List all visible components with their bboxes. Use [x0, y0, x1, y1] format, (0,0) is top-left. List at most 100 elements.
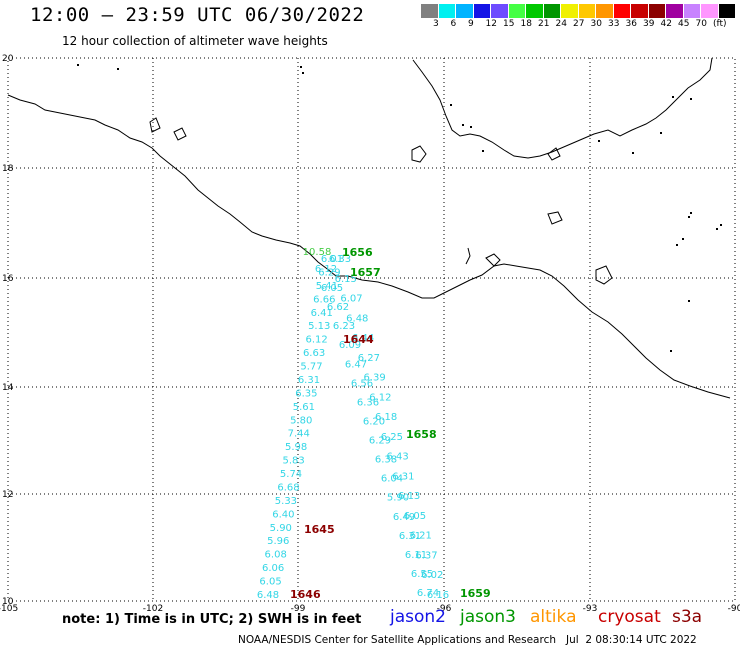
legend-label: 36 — [625, 19, 637, 29]
map-subtitle: 12 hour collection of altimeter wave hei… — [62, 34, 328, 48]
wave-height-value: 6.20 — [363, 416, 385, 427]
coastal-island-dots — [77, 64, 722, 352]
wave-height-value: 5.98 — [285, 442, 307, 453]
wave-height-value: 6.25 — [381, 432, 403, 443]
legend-label: 15 — [503, 19, 515, 29]
wave-height-value: 5.61 — [293, 402, 315, 413]
longitude-label: -105 — [0, 604, 18, 614]
longitude-label: -96 — [437, 604, 452, 614]
wave-height-value: 6.02 — [421, 570, 443, 581]
wave-height-value: 6.01 — [321, 254, 343, 265]
islet-dot — [676, 244, 678, 246]
latitude-label: 16 — [2, 274, 14, 284]
legend-label: 39 — [643, 19, 655, 29]
legend-swatch — [701, 4, 719, 18]
legend-swatch — [543, 4, 561, 18]
lake-outline-2 — [485, 253, 501, 267]
legend-label: 21 — [538, 19, 550, 29]
pass-time-label: 1656 — [342, 246, 373, 259]
wave-height-value: 6.63 — [303, 348, 325, 359]
wave-height-value: 6.15 — [335, 274, 357, 285]
legend-swatch — [648, 4, 666, 18]
legend-label: 33 — [608, 19, 620, 29]
islet-dot — [77, 64, 79, 66]
wave-height-value: 5.83 — [282, 456, 304, 467]
islet-dot — [482, 150, 484, 152]
legend-label: 27 — [573, 19, 585, 29]
pass-time-label: 1657 — [350, 266, 381, 279]
longitude-label: -93 — [583, 604, 598, 614]
latitude-label: 12 — [2, 490, 13, 500]
islet-dot — [302, 72, 304, 74]
wave-height-value: 6.56 — [351, 378, 373, 389]
island-outline-1 — [173, 127, 187, 141]
coastline — [7, 57, 731, 399]
satellite-tracks: 6.48 6.05 6.06 6.08 5.96 5.90 6.40 5.33 6.68 5.74… — [257, 247, 449, 601]
legend-swatch — [438, 4, 456, 18]
wave-height-value: 5.33 — [275, 496, 297, 507]
wave-height-value: 6.68 — [277, 482, 299, 493]
islet-dot — [690, 98, 692, 100]
legend-labels: 3 6 9 12 15 18 21 24 27 30 33 36 39 42 45 70 (ft) — [421, 18, 740, 32]
wave-height-value: 6.09 — [339, 340, 361, 351]
footer-credit: NOAA/NESDIS Center for Satellite Applica… — [238, 634, 697, 646]
legend-label: 18 — [520, 19, 532, 29]
islet-dot — [450, 104, 452, 106]
longitude-label: -102 — [143, 604, 163, 614]
wave-height-value: 6.41 — [311, 308, 333, 319]
wave-height-value: 6.37 — [415, 550, 437, 561]
map-title: 12:00 – 23:59 UTC 06/30/2022 — [30, 4, 365, 26]
wave-height-value: 6.23 — [333, 321, 355, 332]
wave-height-value: 6.04 — [381, 474, 403, 485]
islet-dot — [470, 126, 472, 128]
wave-height-value: 5.90 — [387, 493, 409, 504]
legend-label: 24 — [555, 19, 567, 29]
islet-dot — [300, 66, 302, 68]
map-frame — [7, 57, 736, 602]
longitude-label: -99 — [291, 604, 306, 614]
legend-swatch — [596, 4, 614, 18]
lake-outline-3 — [595, 265, 613, 285]
wave-height-value: 6.08 — [265, 550, 287, 561]
river-outline — [465, 247, 471, 265]
wave-height-value: 6.21 — [410, 531, 432, 542]
legend-label: 12 — [485, 19, 497, 29]
wave-height-value: 5.96 — [267, 536, 289, 547]
wave-height-value: 6.66 — [313, 294, 335, 305]
wave-height-value: 6.12 — [369, 392, 391, 403]
islet-dot — [682, 238, 684, 240]
wave-height-value: 5.41 — [316, 281, 338, 292]
wave-height-value: 6.33 — [329, 254, 351, 265]
wave-height-value: 6.31 — [392, 471, 414, 482]
mission-s3a: s3a — [672, 607, 703, 627]
wave-height-value: 6.74 — [417, 588, 439, 599]
wave-height-value: 6.43 — [387, 452, 409, 463]
legend-swatch — [683, 4, 701, 18]
islet-dot — [632, 152, 634, 154]
legend-label: 45 — [678, 19, 690, 29]
wave-height-value: 6.05 — [259, 577, 281, 588]
footer-note: note: 1) Time is in UTC; 2) SWH is in fe… — [62, 612, 362, 627]
mission-altika: altika — [530, 607, 577, 627]
legend-label: 6 — [450, 19, 457, 29]
legend-label: 70 — [695, 19, 707, 29]
legend-swatch — [561, 4, 579, 18]
wave-height-value: 6.12 — [315, 264, 337, 275]
wave-height-value: 6.31 — [399, 531, 421, 542]
legend-swatch — [613, 4, 631, 18]
wave-height-value: 6.47 — [345, 359, 367, 370]
legend-label: (ft) — [713, 19, 727, 29]
wave-height-value: 6.39 — [363, 373, 385, 384]
wave-height-value: 5.80 — [290, 415, 312, 426]
wave-height-value: 7.44 — [288, 429, 310, 440]
legend-swatch — [508, 4, 526, 18]
wave-height-value: 6.18 — [375, 412, 397, 423]
latitude-label: 14 — [2, 383, 14, 393]
wave-height-value: 6.48 — [257, 590, 279, 601]
islet-dot — [688, 300, 690, 302]
wave-height-value: 6.27 — [358, 353, 380, 364]
pacific-coastline — [7, 94, 731, 399]
pass-time-label: 1644 — [343, 333, 374, 346]
